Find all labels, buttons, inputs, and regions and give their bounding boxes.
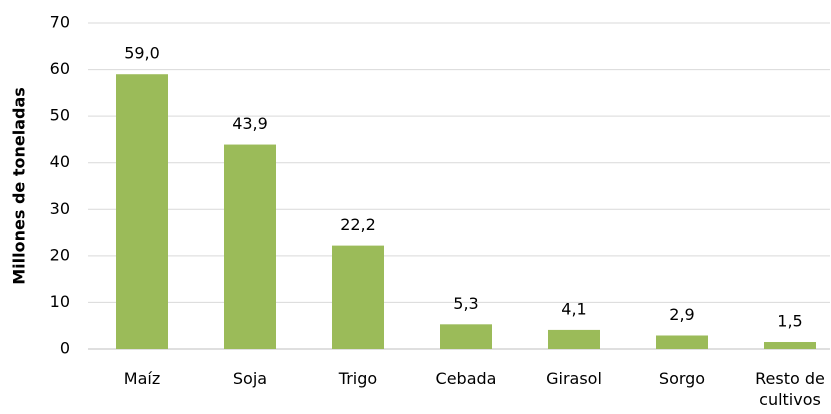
y-tick-label: 70 — [50, 13, 70, 32]
value-label: 5,3 — [453, 294, 478, 313]
x-tick-label: Soja — [232, 369, 268, 388]
value-label: 1,5 — [777, 312, 802, 331]
y-axis-title: Millones de toneladas — [10, 87, 29, 285]
value-label: 59,0 — [124, 44, 160, 63]
bar — [332, 245, 384, 349]
bar — [548, 329, 600, 349]
bar — [764, 342, 816, 349]
bar — [656, 335, 708, 349]
y-tick-label: 0 — [60, 339, 70, 358]
y-tick-label: 10 — [50, 292, 70, 311]
x-tick-label: Trigo — [338, 369, 378, 388]
x-tick-label: Cebada — [435, 369, 497, 388]
x-tick-label: Sorgo — [658, 369, 706, 388]
bar — [116, 74, 168, 349]
y-tick-label: 50 — [50, 106, 70, 125]
value-label: 4,1 — [561, 299, 586, 318]
bar — [224, 144, 276, 349]
bar — [440, 324, 492, 349]
y-tick-label: 60 — [50, 59, 70, 78]
x-tick-label: Girasol — [546, 369, 602, 388]
value-label: 2,9 — [669, 305, 694, 324]
value-label: 43,9 — [232, 114, 268, 133]
x-tick-label: Maíz — [123, 369, 161, 388]
x-tick-label: Resto de cultivos — [755, 369, 825, 409]
y-tick-label: 30 — [50, 199, 70, 218]
y-tick-label: 40 — [50, 152, 70, 171]
value-label: 22,2 — [340, 215, 376, 234]
y-tick-label: 20 — [50, 245, 70, 264]
